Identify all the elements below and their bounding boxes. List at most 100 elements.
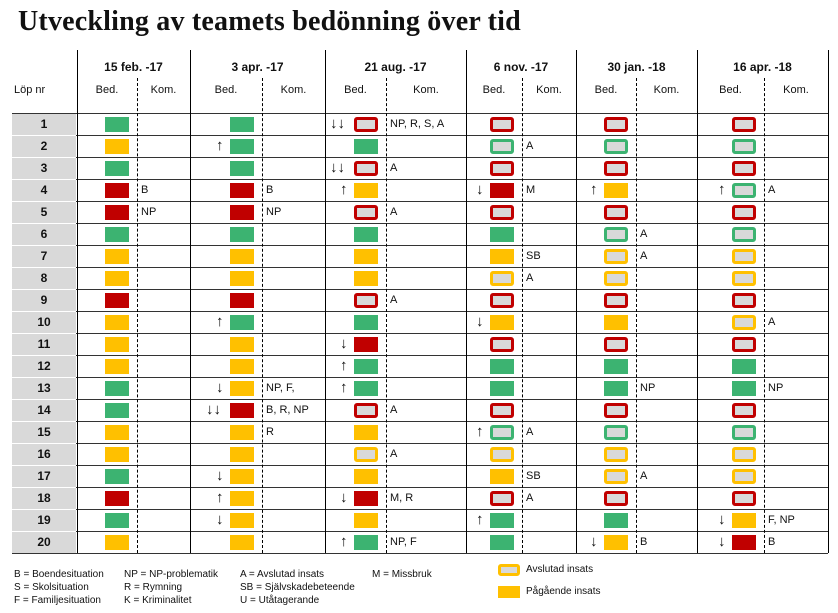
trend-arrow: ↑	[216, 137, 224, 154]
comment-text: A	[526, 272, 534, 284]
column-separator	[828, 50, 829, 553]
status-box	[604, 447, 628, 462]
comment-text: A	[526, 426, 534, 438]
row-number-cell	[12, 333, 76, 356]
column-separator	[466, 50, 467, 553]
status-box	[604, 293, 628, 308]
status-box	[490, 491, 514, 506]
trend-arrow: ↑	[340, 533, 348, 550]
row-divider	[12, 509, 828, 510]
status-box	[230, 161, 254, 176]
status-box	[604, 491, 628, 506]
row-divider	[12, 157, 828, 158]
column-separator	[325, 50, 326, 553]
status-box	[732, 205, 756, 220]
date-header: 30 jan. -18	[607, 60, 666, 74]
kom-header: Kom.	[280, 84, 307, 96]
row-divider	[12, 289, 828, 290]
comment-text: SB	[526, 470, 541, 482]
status-box	[105, 491, 129, 506]
row-divider	[12, 355, 828, 356]
legend-item: F = Familjesituation	[14, 595, 101, 606]
status-box	[230, 293, 254, 308]
comment-text: A	[526, 140, 534, 152]
status-box	[354, 447, 378, 462]
row-number: 13	[37, 381, 51, 395]
comment-text: A	[390, 206, 398, 218]
status-box	[354, 403, 378, 418]
row-number: 5	[40, 205, 48, 219]
status-box	[230, 249, 254, 264]
comment-text: A	[640, 250, 648, 262]
status-box	[230, 491, 254, 506]
trend-arrow: ↓	[216, 511, 224, 528]
status-box	[490, 139, 514, 154]
row-divider	[12, 245, 828, 246]
comment-text: B	[141, 184, 149, 196]
status-box	[230, 359, 254, 374]
row-number: 9	[40, 293, 48, 307]
comment-text: A	[768, 184, 776, 196]
date-header: 16 apr. -18	[733, 60, 792, 74]
page-title: Utveckling av teamets bedönning över tid	[18, 6, 521, 37]
legend-item: K = Kriminalitet	[124, 595, 192, 606]
status-box	[105, 117, 129, 132]
row-divider	[12, 135, 828, 136]
row-number-cell	[12, 531, 76, 554]
table-top-line	[12, 113, 828, 114]
status-box	[604, 249, 628, 264]
comment-text: A	[640, 470, 648, 482]
row-number: 10	[37, 315, 51, 329]
legend-swatch	[498, 564, 520, 576]
status-box	[105, 337, 129, 352]
row-divider	[12, 553, 828, 554]
comment-text: NP	[768, 382, 784, 394]
row-number-cell	[12, 443, 76, 466]
kom-header: Kom.	[150, 84, 177, 96]
status-box	[490, 535, 514, 550]
row-number-cell	[12, 289, 76, 312]
comment-text: NP, R, S, A	[390, 118, 445, 130]
status-box	[490, 381, 514, 396]
comment-text: NP, F	[390, 536, 417, 548]
legend-item: R = Rymning	[124, 582, 183, 593]
status-box	[604, 183, 628, 198]
kom-header: Kom.	[413, 84, 439, 96]
bed-header: Bed.	[482, 84, 506, 96]
status-box	[732, 249, 756, 264]
comment-text: NP	[266, 206, 282, 218]
status-box	[732, 293, 756, 308]
subcolumn-separator	[522, 78, 523, 553]
status-box	[490, 227, 514, 242]
trend-arrow: ↑	[590, 181, 598, 198]
row-number-cell	[12, 399, 76, 422]
row-divider	[12, 333, 828, 334]
status-box	[105, 293, 129, 308]
row-number: 18	[37, 491, 51, 505]
subcolumn-separator	[636, 78, 637, 553]
legend-item: B = Boendesituation	[14, 569, 104, 580]
trend-arrow: ↑	[476, 511, 484, 528]
row-number: 16	[37, 447, 51, 461]
status-box	[732, 513, 756, 528]
trend-arrow: ↑	[340, 379, 348, 396]
trend-arrow: ↓	[476, 313, 484, 330]
trend-arrow: ↓↓	[330, 159, 345, 176]
comment-text: B	[640, 536, 648, 548]
status-box	[105, 447, 129, 462]
row-number-cell	[12, 311, 76, 334]
comment-text: B	[266, 184, 274, 196]
status-box	[354, 161, 378, 176]
row-number-cell	[12, 223, 76, 246]
status-box	[490, 359, 514, 374]
row-number-cell	[12, 179, 76, 202]
row-number-cell	[12, 377, 76, 400]
status-box	[354, 469, 378, 484]
comment-text: SB	[526, 250, 541, 262]
row-header-label: Löp nr	[14, 84, 46, 96]
status-box	[230, 403, 254, 418]
status-box	[732, 161, 756, 176]
trend-arrow: ↓	[718, 511, 726, 528]
date-header: 3 apr. -17	[231, 60, 284, 74]
date-header: 6 nov. -17	[493, 60, 549, 74]
